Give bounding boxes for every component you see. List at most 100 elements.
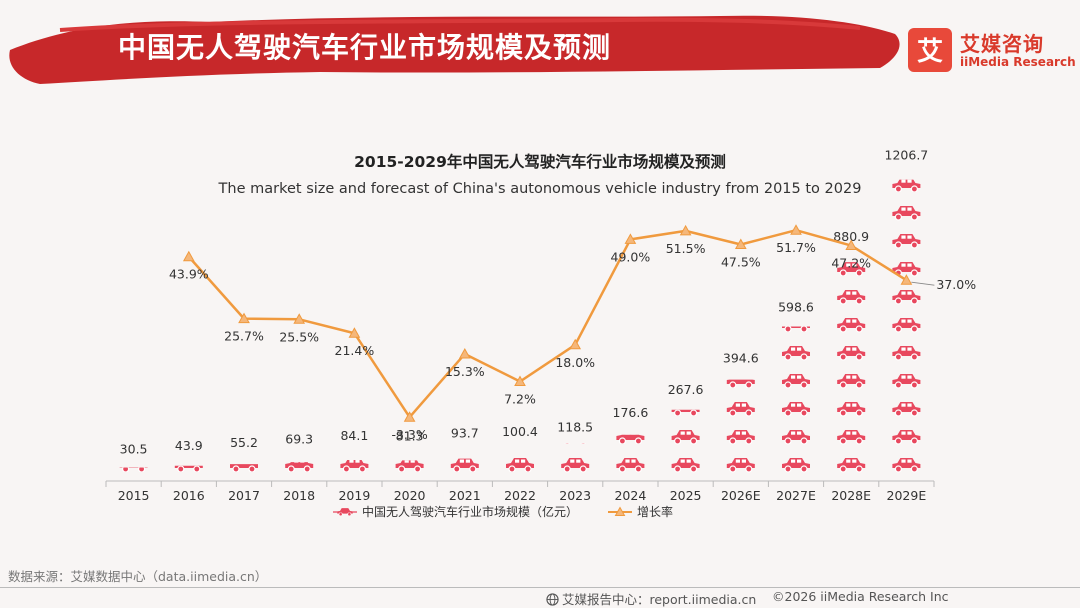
car-icon [782,326,810,332]
car-window [135,460,139,463]
car-wheel [855,437,863,445]
growth-value-label: 51.7% [776,240,816,255]
car-icon [892,346,921,361]
car-window [791,375,796,379]
car-wheel [910,269,919,277]
x-tick-label: 2015 [118,488,150,503]
x-tick-label: 2024 [614,488,646,503]
car-icon [837,458,866,473]
page-title: 中国无人驾驶汽车行业市场规模及预测 [118,31,612,64]
car-icon [782,430,810,445]
car-window [625,459,630,463]
growth-point-marker [348,327,361,338]
legend-label-growth-rate: 增长率 [637,504,673,519]
car-icon [892,290,921,305]
car-wheel [342,465,350,473]
car-wheel [673,437,682,445]
x-tick-label: 2026E [721,488,761,503]
car-window [797,403,802,407]
car-body [837,458,866,468]
car-window [741,431,746,435]
bar-value-label: 100.4 [502,424,538,439]
car-wheel [910,465,919,473]
car-wheel [784,353,792,361]
car-window [852,263,857,267]
car-window [901,431,906,435]
car-window [521,459,526,463]
car-wheel [634,465,643,473]
car-wheel [800,437,808,445]
bar-2028E [837,262,866,473]
car-wheel [579,465,587,473]
growth-point-marker [900,274,913,285]
car-window [791,403,796,407]
car-body [892,234,921,244]
bar-2016 [174,460,203,472]
growth-point-marker [403,411,416,422]
car-wheel [745,465,753,473]
car-window [631,459,636,463]
legend-label-market-size: 中国无人驾驶汽车行业市场规模（亿元） [362,504,578,519]
growth-value-label: -3.3% [391,427,427,442]
car-icon [837,402,866,417]
car-body [892,458,921,468]
car-icon [837,290,866,305]
car-icon [450,458,479,473]
growth-point-marker [238,312,250,324]
car-body [892,430,921,440]
car-wheel [800,326,808,332]
car-body [782,402,810,412]
car-wheel [839,465,847,473]
bar-2029E [892,179,921,473]
data-source: 数据来源：艾媒数据中心（data.iimedia.cn） [8,569,268,584]
legend-triangle-marker [614,506,626,516]
car-wheel [745,437,753,445]
title-banner [9,15,900,85]
bar-2023 [561,443,590,473]
growth-point-marker [293,313,306,324]
legend-car-wheel [347,512,352,517]
bar-2015 [119,460,148,472]
car-window [190,460,194,463]
growth-point-marker [624,233,637,244]
car-wheel [894,241,903,249]
car-icon [892,206,921,221]
car-wheel [453,465,461,473]
car-wheel [839,297,847,305]
car-icon [892,262,921,277]
car-wheel [784,326,792,332]
footer-report-text: 艾媒报告中心：report.iimedia.cn [562,592,757,607]
car-window [846,263,851,267]
car-wheel [855,353,863,361]
car-window [570,459,575,463]
car-wheel [855,465,863,473]
car-window [846,319,851,323]
brand-logo-char: 艾 [917,37,943,67]
bar-value-label: 55.2 [230,435,258,450]
car-wheel [690,409,698,416]
car-window [741,459,746,463]
car-icon [892,318,921,333]
car-wheel [839,437,847,445]
car-window [901,403,906,407]
bar-value-label: 1206.7 [885,147,929,162]
bar-2024 [616,434,645,473]
bar-2025 [671,409,700,473]
car-icon [837,346,866,361]
car-window [300,462,305,463]
car-body [782,374,810,384]
car-icon [892,179,921,193]
car-window [735,403,740,407]
car-icon [174,460,203,472]
car-icon [340,459,369,473]
car-icon [616,458,645,473]
car-wheel [287,465,295,472]
growth-value-label: 7.2% [504,392,536,407]
car-icon [782,458,810,473]
car-window [410,460,415,463]
car-window [735,459,740,463]
car-body [782,458,810,468]
bar-2022 [506,458,534,473]
car-window [791,347,796,351]
car-icon [564,443,587,444]
